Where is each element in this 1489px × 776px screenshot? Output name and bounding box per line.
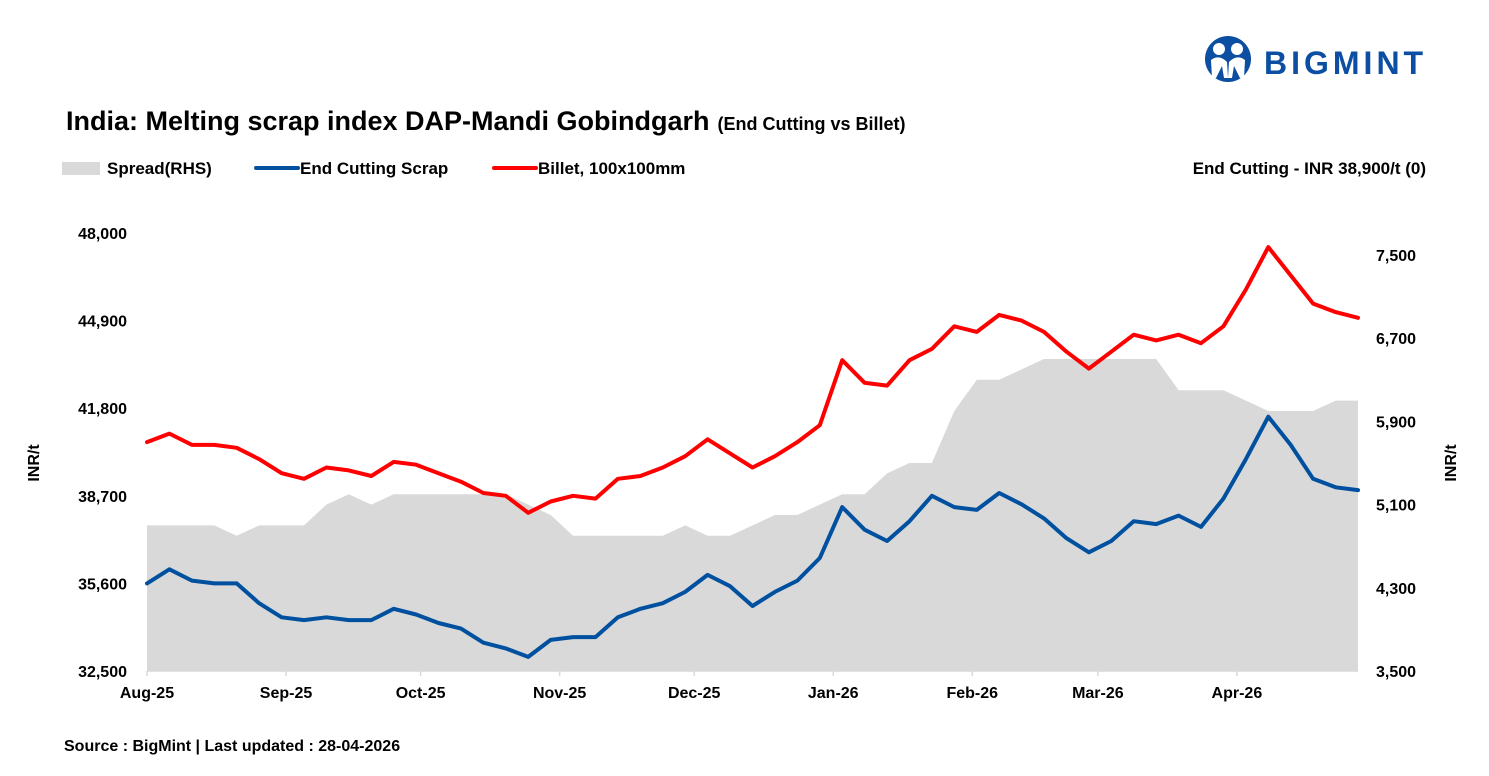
y-tick-label-right: 3,500 <box>1376 664 1416 681</box>
x-tick-label: Nov-25 <box>533 685 586 702</box>
y-tick-label-left: 32,500 <box>78 664 127 681</box>
x-tick-label: Jan-26 <box>808 685 859 702</box>
plot-area <box>145 245 1360 671</box>
source-note: Source : BigMint | Last updated : 28-04-… <box>64 738 400 755</box>
legend-label-billet: Billet, 100x100mm <box>538 159 685 178</box>
x-tick-label: Dec-25 <box>668 685 721 702</box>
y-tick-label-right: 7,500 <box>1376 248 1416 265</box>
y-axis-label-left: INR/t <box>26 444 43 482</box>
logo-text: BIGMINT <box>1264 45 1427 81</box>
legend-label-spread: Spread(RHS) <box>107 159 212 178</box>
x-tick-label: Oct-25 <box>396 685 446 702</box>
legend-swatch-spread <box>62 162 100 175</box>
chart-title: India: Melting scrap index DAP-Mandi Gob… <box>66 106 906 136</box>
x-tick-label: Aug-25 <box>120 685 174 702</box>
y-tick-label-right: 5,900 <box>1376 414 1416 431</box>
y-tick-label-right: 4,300 <box>1376 581 1416 598</box>
x-tick-label: Sep-25 <box>260 685 313 702</box>
y-tick-label-left: 41,800 <box>78 401 127 418</box>
y-tick-label-left: 48,000 <box>78 226 127 243</box>
x-tick-label: Feb-26 <box>946 685 998 702</box>
y-tick-label-left: 38,700 <box>78 489 127 506</box>
bigmint-logo: BIGMINT <box>1205 36 1427 82</box>
chart-subtitle: (End Cutting vs Billet) <box>718 114 906 134</box>
y-tick-label-right: 5,100 <box>1376 498 1416 515</box>
legend-label-end-cutting: End Cutting Scrap <box>300 159 448 178</box>
title-main: India: Melting scrap index DAP-Mandi Gob… <box>66 106 710 136</box>
y-axis-label-right: INR/t <box>1443 444 1460 482</box>
axes: Aug-25 Sep-25 Oct-25 Nov-25 Dec-25 Jan-26 Feb-… <box>78 226 1416 702</box>
y-tick-label-left: 44,900 <box>78 314 127 331</box>
series-area-spread-rhs <box>147 359 1358 671</box>
x-tick-label: Apr-26 <box>1212 685 1263 702</box>
x-tick-label: Mar-26 <box>1072 685 1124 702</box>
y-tick-label-left: 35,600 <box>78 576 127 593</box>
y-tick-label-right: 6,700 <box>1376 331 1416 348</box>
latest-price-annotation: End Cutting - INR 38,900/t (0) <box>1193 159 1426 178</box>
legend: Spread(RHS) End Cutting Scrap Billet, 10… <box>62 159 685 178</box>
